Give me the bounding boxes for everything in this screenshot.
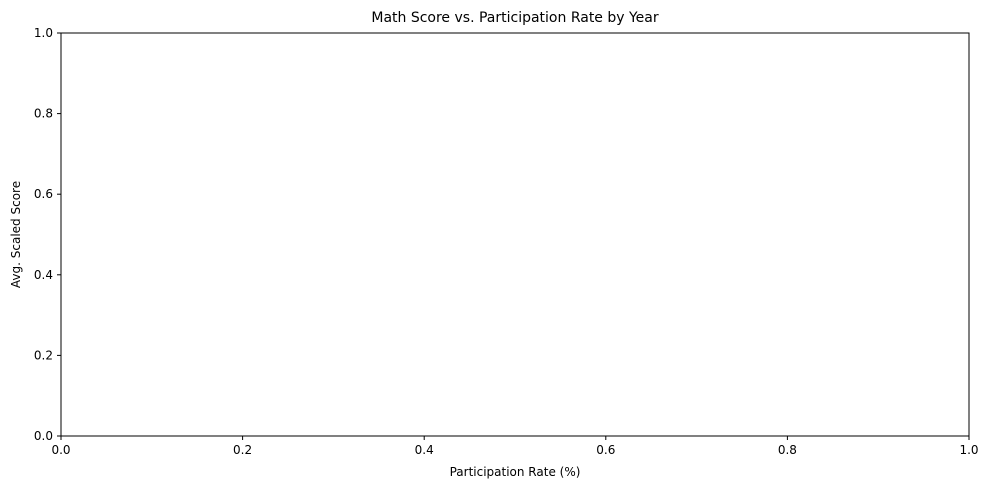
x-tick-label: 0.8	[778, 443, 797, 457]
x-tick-label: 0.2	[233, 443, 252, 457]
x-tick-label: 0.6	[596, 443, 615, 457]
x-tick-label: 0.0	[51, 443, 70, 457]
y-tick-label: 0.6	[34, 187, 53, 201]
y-tick-label: 0.8	[34, 107, 53, 121]
y-tick-label: 0.0	[34, 429, 53, 443]
x-axis: 0.0 0.2 0.4 0.6 0.8 1.0	[51, 436, 979, 457]
y-tick-label: 0.4	[34, 268, 53, 282]
y-axis: 0.0 0.2 0.4 0.6 0.8 1.0	[34, 26, 61, 443]
y-tick-label: 1.0	[34, 26, 53, 40]
chart-title: Math Score vs. Participation Rate by Yea…	[371, 10, 659, 26]
x-axis-label: Participation Rate (%)	[450, 465, 581, 479]
plot-area	[60, 32, 970, 437]
x-tick-label: 0.4	[415, 443, 434, 457]
y-axis-label: Avg. Scaled Score	[9, 181, 23, 288]
x-tick-label: 1.0	[959, 443, 978, 457]
y-tick-label: 0.2	[34, 348, 53, 362]
